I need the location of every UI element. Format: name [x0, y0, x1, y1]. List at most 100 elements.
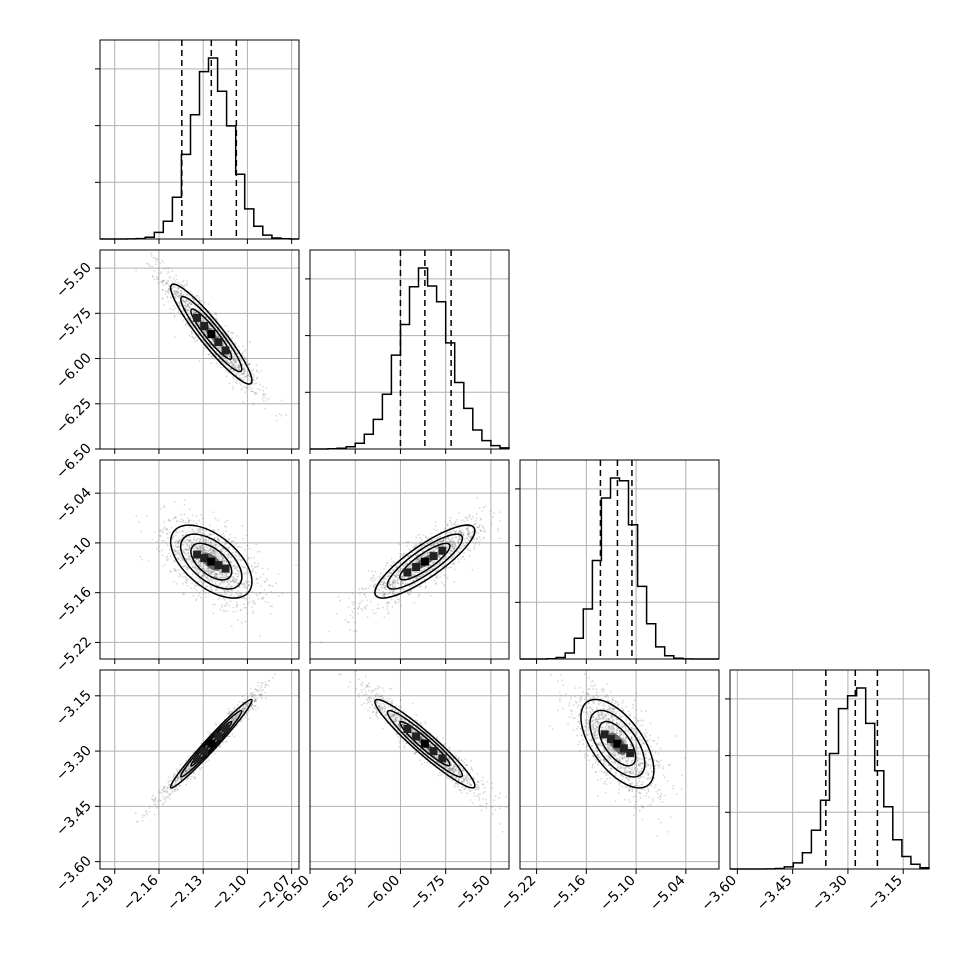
sample-point	[481, 510, 484, 512]
sample-point	[452, 563, 455, 565]
sample-point	[417, 553, 420, 556]
sample-point	[215, 572, 218, 575]
sample-point	[199, 529, 202, 532]
density-peak	[207, 557, 216, 566]
sample-point	[391, 564, 393, 567]
sample-point	[432, 549, 435, 551]
sample-point	[175, 546, 178, 549]
sample-point	[243, 586, 245, 588]
sample-point	[233, 364, 235, 366]
sample-point	[170, 570, 172, 573]
sample-point	[245, 591, 248, 594]
sample-point	[224, 598, 226, 601]
sample-point	[196, 568, 199, 571]
sample-point	[222, 548, 225, 550]
sample-point	[156, 258, 159, 261]
sample-point	[181, 557, 184, 560]
sample-point	[200, 565, 203, 568]
sample-point	[232, 357, 234, 360]
sample-point	[205, 549, 208, 552]
sample-point	[230, 580, 233, 583]
sample-point	[209, 571, 212, 574]
panel-frame	[99, 459, 300, 660]
sample-point	[224, 605, 226, 607]
sample-point	[419, 533, 422, 536]
sample-point	[383, 580, 386, 583]
sample-point	[492, 516, 494, 519]
sample-point	[458, 530, 461, 533]
sample-point	[400, 583, 403, 586]
sample-point	[412, 579, 414, 582]
sample-point	[261, 682, 264, 685]
sample-point	[450, 541, 453, 544]
sample-point	[208, 759, 210, 762]
sample-point	[259, 388, 262, 391]
sample-point	[231, 362, 234, 365]
sample-point	[241, 352, 244, 355]
sample-point	[210, 327, 213, 330]
grid	[310, 460, 509, 659]
sample-point	[250, 564, 253, 567]
histogram-panel-3	[725, 669, 930, 870]
sample-point	[166, 786, 168, 789]
sample-point	[234, 610, 237, 613]
sample-point	[436, 542, 439, 545]
sample-point	[231, 579, 234, 581]
sample-point	[212, 529, 215, 531]
sample-point	[148, 810, 151, 813]
sample-point	[164, 289, 167, 292]
sample-point	[450, 566, 452, 568]
sample-point	[237, 582, 240, 585]
sample-point	[429, 545, 432, 548]
sample-point	[182, 549, 185, 552]
sample-point	[209, 325, 211, 327]
sample-point	[204, 338, 207, 340]
sample-point	[208, 548, 211, 551]
sample-point	[222, 343, 225, 346]
sample-point	[174, 560, 177, 563]
sample-point	[431, 568, 434, 570]
sample-point	[224, 334, 227, 337]
sample-point	[197, 303, 200, 306]
sample-point	[162, 803, 164, 805]
sample-point	[198, 564, 201, 567]
sample-point	[161, 281, 163, 284]
sample-point	[155, 276, 158, 278]
contour-level-0	[169, 283, 253, 385]
sample-point	[452, 542, 455, 545]
sample-point	[196, 539, 198, 542]
sample-point	[393, 591, 395, 593]
sample-point	[210, 577, 212, 580]
sample-point	[241, 373, 244, 376]
sample-point	[181, 543, 184, 546]
sample-point	[197, 321, 200, 324]
sample-point	[255, 578, 258, 581]
sample-point	[198, 297, 201, 300]
sample-point	[192, 309, 195, 312]
sample-point	[413, 573, 416, 576]
sample-point	[215, 573, 218, 575]
sample-point	[251, 387, 253, 390]
sample-point	[183, 513, 186, 516]
sample-point	[426, 553, 429, 555]
sample-point	[372, 612, 375, 615]
sample-point	[228, 538, 230, 541]
sample-point	[186, 538, 189, 541]
sample-point	[233, 355, 236, 358]
sample-point	[236, 575, 239, 578]
sample-point	[467, 535, 470, 538]
sample-point	[253, 556, 256, 559]
sample-point	[182, 299, 184, 302]
sample-point	[228, 537, 231, 540]
sample-point	[256, 392, 259, 394]
sample-point	[182, 534, 185, 537]
sample-point	[230, 332, 233, 334]
sample-point	[401, 576, 404, 578]
sample-point	[410, 563, 413, 566]
sample-point	[177, 292, 180, 294]
sample-point	[200, 581, 203, 583]
sample-point	[176, 293, 179, 296]
sample-point	[198, 545, 201, 548]
sample-point	[188, 544, 191, 547]
sample-point	[383, 586, 386, 589]
